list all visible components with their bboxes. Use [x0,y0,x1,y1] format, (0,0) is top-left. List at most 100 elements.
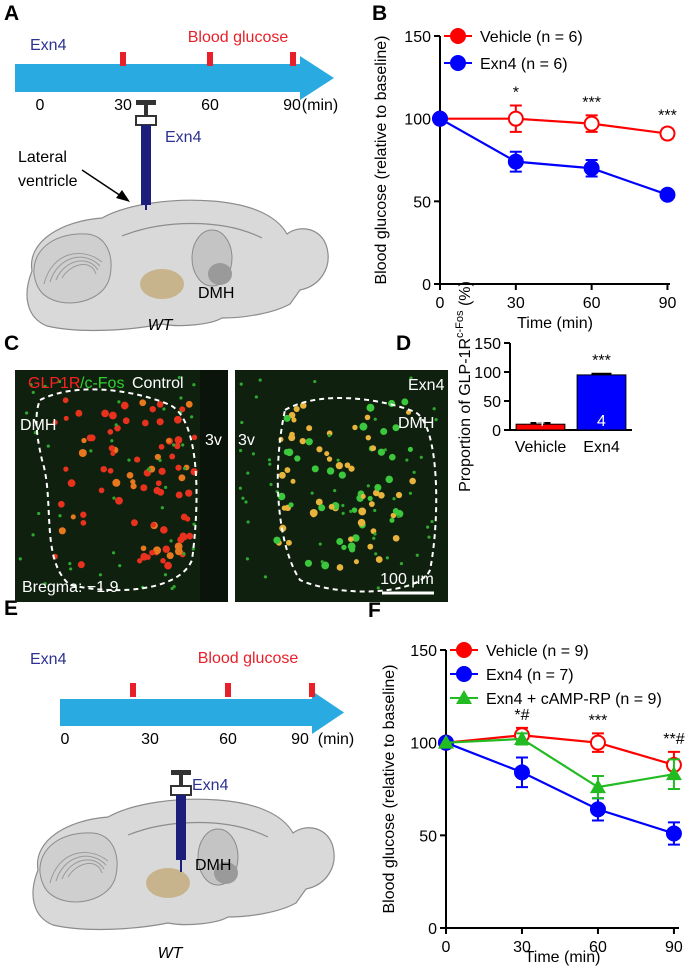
cell [240,420,244,425]
cell [399,561,404,566]
x-tick-label: 30 [513,939,531,956]
bar [515,423,566,431]
injection-label: Exn4 [165,129,202,146]
region-label: DMH [398,415,434,432]
legend-label: Exn4 (n = 7) [486,667,574,684]
cell [80,520,87,526]
cell [359,422,368,431]
x-tick-label: 90 [665,939,683,956]
bar-label: 4 [597,413,606,430]
cell [163,573,168,577]
cell [283,414,291,422]
cell [426,525,430,529]
measure-label: Blood glucose [188,29,289,46]
series-line [445,737,675,789]
condition-label: Control [132,375,184,392]
cell [365,434,372,441]
x-tick-label: 90 [659,295,677,312]
cell [112,478,121,487]
cell [254,395,258,399]
cell [395,491,403,499]
cell [313,379,317,384]
cell [373,532,377,536]
cell [175,464,182,471]
time-label: 60 [219,731,237,748]
cell [353,559,359,565]
cell [341,544,347,551]
cell [385,556,389,560]
cell [185,489,193,497]
region-outline [276,396,438,593]
cell [246,471,250,475]
cell [107,429,114,435]
significance: *** [582,94,601,111]
cell [164,561,172,570]
cell [166,552,174,560]
cell [401,398,409,406]
y-tick-label: 100 [404,112,431,129]
cell [101,409,109,418]
cell [320,560,324,564]
cell [158,458,162,462]
time-label: 90 [291,731,309,748]
cell [114,423,118,427]
cell [156,401,164,408]
cell [375,556,383,563]
cell [258,378,262,382]
region-label: DMH [195,857,231,874]
x-tick-label: 60 [583,295,601,312]
cell [293,405,300,413]
syringe-barrel [176,795,186,860]
cell [336,564,344,571]
sample-mark [309,683,315,697]
y-axis-label: Proportion of GLP-1Rc-Fos (%) [454,281,474,492]
cell [373,417,377,421]
cell [146,467,151,471]
y-tick-label: 100 [474,365,501,382]
cell [348,465,355,472]
cell [182,466,187,471]
cell [392,424,400,432]
cell [349,509,353,513]
cell [169,453,176,460]
y-axis-label-part: Proportion of GLP-1R [457,338,474,492]
timeline-arrow [60,691,344,734]
cell [130,483,137,490]
cell [75,409,83,417]
genotype-label: WT [148,317,174,334]
y-axis-label: Blood glucose (relative to baseline) [373,35,390,284]
cell [120,401,129,410]
cell [239,382,243,386]
cell [288,411,296,419]
sample-mark [130,683,136,697]
syringe-cap [135,115,157,126]
cell [352,424,358,431]
y-tick-label: 0 [422,277,431,294]
sample-mark [207,52,213,66]
y-axis-label: Blood glucose (relative to baseline) [381,664,398,913]
cell [126,471,134,479]
cell [77,561,85,569]
sample-mark [225,683,231,697]
brain [26,199,329,332]
time-label: 90 [283,97,301,114]
syringe-plunger [171,770,191,775]
syringe-plunger [136,100,156,105]
cell [98,573,103,577]
cell [238,486,243,490]
marker [513,730,530,745]
cell [368,501,375,507]
cell [69,567,73,571]
brain-outline [26,199,329,332]
cell [326,467,335,475]
cell [157,488,165,496]
cerebellum-fold [61,264,97,279]
cerebellum-fold [55,260,99,281]
cell [245,557,249,561]
cell [160,526,168,534]
cell [191,434,198,441]
cell [162,545,170,553]
bar [576,374,627,431]
cerebellum [39,832,118,903]
ventricle-label: 3v [238,432,255,449]
